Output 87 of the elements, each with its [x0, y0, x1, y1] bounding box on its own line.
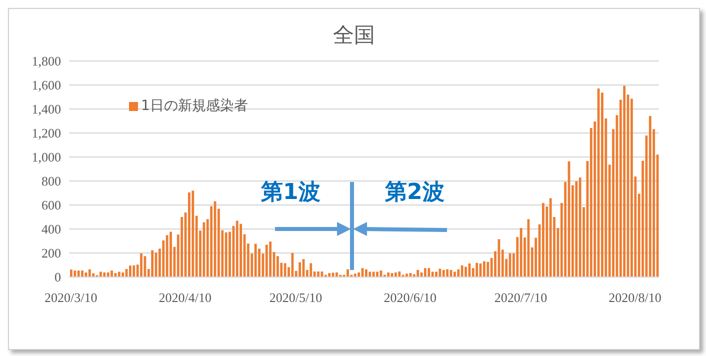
bar [166, 235, 168, 277]
annotation: 第2波 [385, 179, 444, 207]
x-tick-label: 2020/8/10 [608, 290, 662, 306]
y-tick-label: 1,000 [32, 150, 61, 165]
bar [106, 272, 110, 277]
bar [368, 272, 372, 277]
bar [464, 266, 467, 277]
bar [623, 86, 626, 277]
y-tick-label: 400 [42, 222, 61, 237]
bar [460, 265, 464, 277]
bar [336, 272, 338, 277]
bar [416, 270, 420, 277]
x-tick-label: 2020/7/10 [494, 290, 548, 306]
bar [446, 269, 449, 277]
bar [376, 272, 378, 277]
bar [328, 273, 331, 277]
bar [431, 272, 434, 277]
bar [269, 242, 272, 277]
bar [486, 262, 490, 277]
bar [81, 270, 84, 277]
bar [483, 261, 486, 277]
annotation: 第1波 [261, 179, 320, 207]
bar [151, 250, 154, 277]
bar [372, 272, 375, 277]
x-tick-label: 2020/5/10 [269, 290, 322, 306]
bar [457, 269, 460, 277]
x-tick-label: 2020/6/10 [384, 290, 436, 306]
bar [310, 263, 312, 277]
y-tick-label: 1,200 [32, 126, 61, 141]
bar [398, 271, 401, 277]
legend-label: 1日の新規感染者 [140, 97, 248, 115]
chart-title: 全国 [332, 22, 376, 49]
bar [129, 266, 132, 277]
bar [103, 272, 106, 277]
bar [549, 198, 552, 277]
bar [442, 270, 445, 277]
bar [140, 253, 142, 277]
bar [118, 272, 120, 277]
bar [317, 271, 320, 277]
bar [365, 269, 368, 277]
y-tick-label: 1,600 [32, 78, 61, 93]
y-tick-label: 1,400 [32, 102, 61, 117]
bar [435, 272, 438, 277]
bar [276, 256, 279, 277]
bar [346, 269, 349, 277]
bar [630, 98, 633, 277]
bar [575, 181, 578, 277]
bar [428, 268, 430, 277]
bar [424, 268, 426, 277]
bar [254, 244, 257, 277]
bar [476, 262, 478, 277]
bar [236, 220, 238, 277]
bar [354, 274, 356, 277]
bar [122, 272, 124, 277]
bar [224, 232, 228, 277]
bar [188, 192, 190, 277]
bar [132, 265, 136, 277]
x-tick-label: 2020/3/10 [44, 290, 98, 306]
bar [601, 92, 604, 277]
bar [192, 190, 194, 277]
bar [240, 224, 242, 277]
bar [542, 202, 544, 277]
y-tick-label: 600 [42, 198, 61, 213]
bar [520, 228, 522, 277]
x-tick-label: 2020/4/10 [158, 290, 212, 306]
bar [298, 262, 302, 277]
bar [74, 270, 76, 277]
bar [406, 274, 408, 277]
bar [100, 272, 102, 277]
bar [170, 232, 172, 277]
y-tick-label: 1,800 [32, 54, 61, 69]
y-tick-label: 200 [42, 246, 61, 261]
bar [265, 244, 268, 277]
bar [578, 178, 582, 277]
bar [454, 272, 456, 277]
bar [394, 272, 397, 277]
y-tick-label: 0 [54, 270, 61, 285]
bar [412, 274, 416, 277]
bar [70, 270, 72, 277]
bar [648, 116, 652, 277]
bar [284, 263, 286, 277]
bar [110, 270, 113, 277]
y-tick-label: 800 [42, 174, 61, 189]
bar [358, 272, 360, 277]
bar [77, 270, 80, 277]
bar [88, 269, 91, 277]
bar [387, 272, 390, 277]
